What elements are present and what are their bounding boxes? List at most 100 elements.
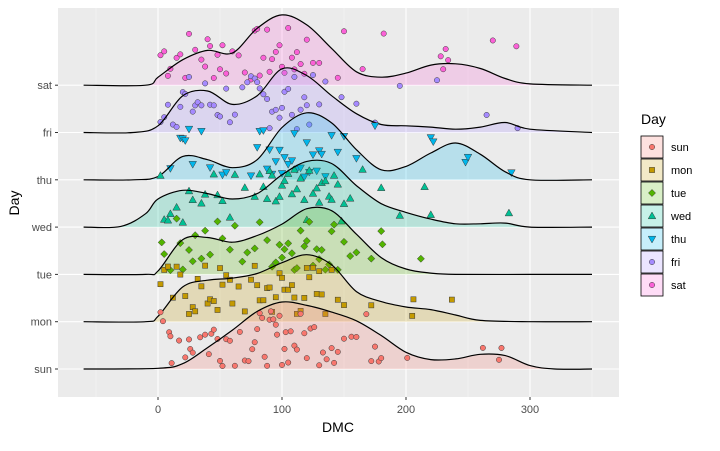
- point-fri: [217, 113, 223, 120]
- point-sat: [489, 37, 496, 44]
- point-sun: [353, 334, 360, 340]
- point-wed: [172, 202, 181, 211]
- point-tue: [327, 227, 336, 236]
- point-sat: [157, 52, 164, 59]
- point-mon: [368, 302, 375, 309]
- point-tue: [302, 237, 311, 245]
- point-tue: [340, 237, 348, 246]
- point-fri: [164, 101, 171, 108]
- point-sun: [272, 321, 279, 328]
- point-sun: [279, 361, 285, 368]
- x-tick-label: 200: [397, 404, 415, 416]
- point-sun: [210, 326, 217, 333]
- point-sat: [235, 52, 242, 59]
- density-line-wed: [83, 159, 593, 229]
- point-wed: [225, 212, 235, 221]
- point-wed: [376, 183, 386, 191]
- point-fri: [310, 72, 316, 78]
- point-thu: [188, 161, 197, 169]
- point-thu: [205, 164, 215, 173]
- point-tue: [172, 214, 181, 223]
- point-wed: [312, 183, 321, 192]
- point-mon: [241, 308, 248, 315]
- y-axis: sun mon tue wed thu fri sat: [31, 80, 58, 376]
- point-fri: [316, 101, 323, 108]
- point-sun: [293, 346, 300, 353]
- point-sun: [378, 355, 385, 362]
- legend-symbol-sat: [649, 282, 655, 288]
- density-area-fri: [83, 67, 592, 133]
- point-sat: [281, 69, 288, 76]
- density-area-mon: [83, 254, 592, 323]
- point-sun: [176, 337, 183, 344]
- density-line-thu: [83, 112, 593, 181]
- point-wed: [345, 193, 355, 202]
- point-sat: [198, 56, 205, 63]
- point-thu: [271, 158, 281, 166]
- x-axis: 0 100 200 300: [155, 397, 539, 416]
- point-thu: [463, 153, 473, 162]
- point-thu: [312, 167, 321, 176]
- point-tue: [263, 236, 272, 245]
- point-mon: [449, 296, 455, 303]
- legend-label-fri: fri: [671, 257, 680, 269]
- point-wed: [275, 192, 284, 200]
- point-sun: [498, 345, 505, 351]
- point-mon: [341, 302, 347, 308]
- point-tue: [213, 217, 222, 226]
- point-mon: [279, 274, 285, 281]
- point-fri: [303, 102, 310, 109]
- point-tue: [225, 245, 234, 254]
- point-wed: [308, 189, 318, 197]
- density-line-mon: [83, 254, 593, 323]
- point-tue: [238, 257, 247, 266]
- point-mon: [227, 276, 233, 283]
- point-sat: [204, 36, 211, 43]
- point-mon: [165, 263, 171, 270]
- point-mon: [217, 265, 223, 271]
- point-wed: [163, 215, 173, 224]
- y-tick-label: tue: [37, 269, 52, 281]
- point-tue: [378, 240, 387, 249]
- ridges: [83, 14, 593, 370]
- point-tue: [157, 238, 166, 247]
- point-sat: [297, 61, 304, 67]
- point-sun: [372, 343, 378, 350]
- point-sat: [288, 54, 295, 61]
- panel-background: [58, 8, 619, 397]
- point-fri: [260, 91, 267, 98]
- point-wed: [300, 195, 309, 203]
- point-thu: [275, 146, 284, 155]
- point-mon: [409, 313, 416, 319]
- point-sun: [197, 334, 204, 341]
- point-sun: [303, 355, 310, 362]
- point-sun: [282, 329, 289, 336]
- point-sat: [256, 72, 263, 79]
- point-tue: [197, 254, 206, 263]
- point-sun: [261, 353, 268, 360]
- point-sat: [192, 46, 199, 53]
- legend-label-thu: thu: [671, 234, 686, 246]
- point-wed: [305, 166, 314, 174]
- point-tue: [346, 252, 355, 261]
- point-wed: [230, 170, 240, 178]
- point-sun: [186, 336, 192, 343]
- point-sun: [301, 330, 308, 337]
- point-mon: [260, 297, 267, 304]
- point-wed: [277, 180, 287, 189]
- point-wed: [292, 184, 302, 193]
- point-mon: [254, 282, 261, 289]
- point-sat: [276, 42, 283, 49]
- point-mon: [301, 295, 308, 301]
- point-tue: [280, 245, 289, 254]
- point-mon: [198, 283, 205, 290]
- x-tick-label: 100: [273, 404, 291, 416]
- ridge-sat: [83, 14, 593, 87]
- point-tue: [278, 253, 286, 262]
- point-sun: [348, 333, 355, 340]
- point-mon: [223, 272, 230, 279]
- point-sun: [479, 344, 486, 351]
- point-mon: [291, 294, 298, 301]
- point-sat: [445, 57, 452, 64]
- point-thu: [197, 128, 206, 136]
